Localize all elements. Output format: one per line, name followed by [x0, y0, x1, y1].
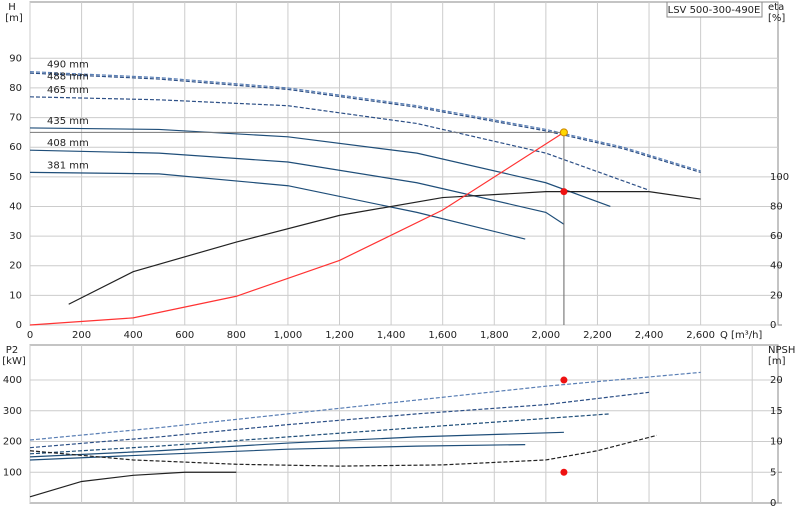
y2-axis-label: NPSH: [768, 345, 795, 356]
y-axis-label: H: [8, 2, 16, 13]
curve: [29, 171, 526, 240]
x-tick-label: 1,800: [480, 330, 509, 341]
duty-point: [560, 188, 568, 196]
y-tick-label: 20: [9, 261, 22, 272]
y2-tick-label: 15: [770, 406, 783, 417]
y-tick-label: 300: [3, 406, 22, 417]
curve-label: 490 mm: [47, 60, 89, 71]
x-tick-label: 800: [227, 330, 246, 341]
y-axis-unit: [m]: [5, 13, 23, 24]
y2-axis-unit: [m]: [768, 356, 786, 367]
y-tick-label: 200: [3, 437, 22, 448]
curve-label: 435 mm: [47, 116, 89, 127]
curve-label: 488 mm: [47, 72, 89, 83]
curve: [29, 72, 701, 173]
x-tick-label: 1,400: [377, 330, 406, 341]
curve: [68, 191, 701, 305]
curve: [29, 471, 237, 498]
curve: [29, 434, 657, 467]
x-tick-label: 2,200: [583, 330, 612, 341]
y-tick-label: 100: [3, 467, 22, 478]
x-tick-label: 2,600: [686, 330, 715, 341]
y2-tick-label: 5: [770, 467, 776, 478]
y-tick-label: 40: [9, 201, 22, 212]
y-tick-label: 60: [9, 142, 22, 153]
curve: [29, 371, 701, 441]
y-axis-label: P2: [6, 345, 18, 356]
y2-tick-label: 0: [770, 320, 776, 331]
y-tick-label: 80: [9, 83, 22, 94]
y-tick-label: 400: [3, 375, 22, 386]
duty-point: [559, 128, 568, 137]
y-axis-unit: [kW]: [2, 356, 26, 367]
plot-area: [29, 1, 779, 326]
y2-tick-label: 60: [770, 231, 783, 242]
curve: [29, 149, 565, 225]
y-tick-label: 10: [9, 290, 22, 301]
x-tick-label: 2,400: [635, 330, 664, 341]
curve-label: 465 mm: [47, 85, 89, 96]
y-tick-label: 0: [16, 320, 22, 331]
y2-tick-label: 0: [770, 498, 776, 509]
curve: [29, 443, 526, 461]
y2-tick-label: 10: [770, 437, 783, 448]
plot-area: [29, 344, 779, 504]
duty-point: [560, 468, 568, 476]
legend-box: [666, 1, 763, 18]
y2-axis-label: eta: [768, 2, 784, 13]
y-tick-label: 30: [9, 231, 22, 242]
curve-label: 408 mm: [47, 138, 89, 149]
y-tick-label: 70: [9, 113, 22, 124]
x-tick-label: 1,200: [325, 330, 354, 341]
x-tick-label: 0: [27, 330, 33, 341]
curve: [29, 127, 611, 208]
y2-axis-unit: [%]: [768, 13, 785, 24]
y2-tick-label: 40: [770, 261, 783, 272]
x-tick-label: 1,000: [274, 330, 303, 341]
y-tick-label: 90: [9, 53, 22, 64]
y2-tick-label: 100: [770, 172, 789, 183]
x-axis-label: Q [m³/h]: [720, 330, 762, 341]
x-tick-label: 200: [72, 330, 91, 341]
curve: [29, 431, 564, 458]
x-tick-label: 1,600: [428, 330, 457, 341]
y-tick-label: 50: [9, 172, 22, 183]
curve: [29, 71, 701, 172]
y2-tick-label: 20: [770, 290, 783, 301]
x-tick-label: 2,000: [532, 330, 561, 341]
curve: [29, 391, 650, 449]
legend-title: LSV 500-300-490E: [668, 5, 761, 16]
x-tick-label: 400: [124, 330, 143, 341]
curve-label: 381 mm: [47, 160, 89, 171]
y2-tick-label: 80: [770, 201, 783, 212]
y2-tick-label: 20: [770, 375, 783, 386]
x-tick-label: 600: [175, 330, 194, 341]
curve: [29, 131, 565, 326]
duty-point: [560, 376, 568, 384]
